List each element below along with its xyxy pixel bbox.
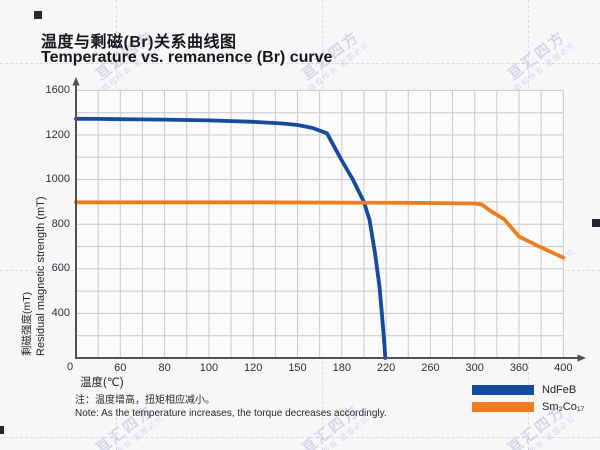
x-tick-label: 260 [421, 362, 440, 374]
x-tick-label: 150 [288, 362, 307, 374]
legend-swatch-sm2co17 [472, 401, 534, 413]
note: 注：温度增高，扭矩相应减小。 Note: As the temperature … [75, 395, 387, 420]
watermark-dashed-line [0, 63, 600, 64]
page-title-cn: 温度与剩磁(Br)关系曲线图 [41, 34, 237, 51]
x-tick-label: 180 [332, 362, 351, 374]
x-tick-label: 120 [244, 362, 263, 374]
watermark-square [592, 219, 600, 227]
page-title-en: Temperature vs. remanence (Br) curve [41, 49, 333, 66]
sm2co17-curve [74, 200, 566, 260]
x-tick-label: 60 [114, 362, 127, 374]
x-tick-label: 220 [376, 362, 396, 374]
ndfeb-curve [74, 116, 388, 360]
x-tick-label: 80 [158, 362, 171, 374]
y-axis-arrow-icon [72, 77, 80, 86]
origin-tick-label: 0 [66, 361, 74, 373]
legend-label-sm2co17: Sm₂Co₁₇ [542, 401, 585, 413]
note-line-en: Note: As the temperature increases, the … [75, 407, 387, 419]
legend-item-ndfeb: NdFeB [472, 384, 584, 396]
x-tick-label: 100 [199, 362, 219, 374]
y-tick-label: 1000 [45, 173, 70, 186]
watermark-square [34, 11, 42, 19]
legend: NdFeB Sm₂Co₁₇ [472, 384, 584, 418]
y-tick-label: 600 [51, 262, 70, 275]
watermark-dashed-line [0, 437, 600, 438]
watermark-square [0, 426, 4, 434]
data-curves [74, 116, 566, 360]
legend-swatch-ndfeb [472, 384, 534, 396]
legend-label-ndfeb: NdFeB [542, 384, 577, 396]
x-tick-label: 400 [554, 362, 573, 374]
y-tick-label: 400 [51, 306, 70, 319]
x-tick-label: 360 [509, 362, 529, 374]
y-tick-label: 1600 [45, 83, 70, 96]
axes [72, 77, 586, 362]
y-axis-label-en: Residual magnetic strength (mT) [35, 196, 47, 356]
y-tick-label: 1200 [45, 128, 70, 141]
y-tick-label: 800 [51, 217, 70, 230]
x-axis-arrow-icon [577, 354, 586, 362]
x-axis-label: 温度(℃) [80, 377, 124, 389]
y-axis-label-cn: 剩磁强度(mT) [21, 291, 33, 356]
note-line-cn: 注：温度增高，扭矩相应减小。 [75, 395, 215, 406]
x-tick-label: 300 [465, 362, 484, 374]
legend-item-sm2co17: Sm₂Co₁₇ [472, 401, 584, 413]
